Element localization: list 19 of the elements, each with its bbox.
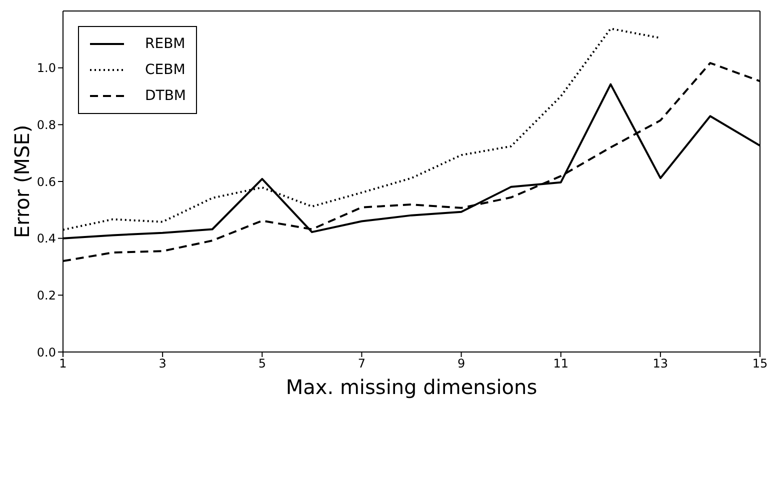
y-tick-label: 0.8 [36, 118, 56, 132]
y-axis-title: Error (MSE) [10, 124, 34, 238]
y-tick-label: 0.0 [36, 345, 56, 360]
y-tick-label: 0.6 [36, 174, 56, 189]
x-tick-label: 5 [258, 356, 266, 371]
x-tick-label: 9 [457, 356, 466, 371]
y-tick-label: 0.2 [36, 288, 56, 302]
legend-label: REBM [145, 36, 186, 52]
legend-label: CEBM [145, 62, 186, 78]
x-tick-label: 11 [553, 356, 568, 371]
x-tick-label: 7 [358, 356, 366, 371]
x-tick-label: 13 [652, 356, 668, 371]
y-tick-label: 0.4 [36, 232, 56, 246]
x-axis-title: Max. missing dimensions [286, 375, 538, 399]
x-tick-label: 15 [752, 356, 768, 371]
x-tick-label: 1 [59, 356, 67, 371]
y-tick-label: 1.0 [36, 61, 56, 76]
legend-label: DTBM [145, 88, 186, 104]
x-tick-label: 3 [158, 356, 166, 371]
